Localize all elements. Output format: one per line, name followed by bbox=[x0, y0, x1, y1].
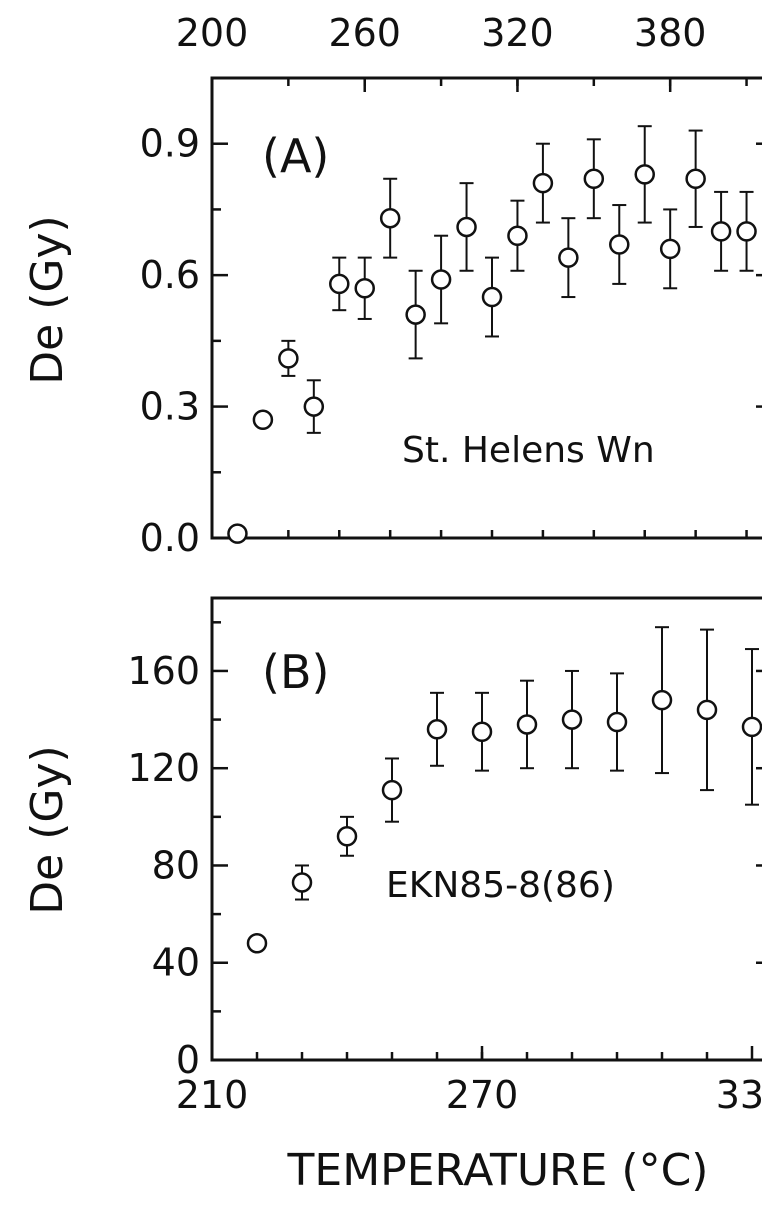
b-x-tick-label: 270 bbox=[446, 1073, 519, 1117]
a-data-point bbox=[405, 304, 426, 325]
a-y-tick-label: 0.9 bbox=[140, 122, 200, 166]
a-data-point bbox=[659, 238, 681, 260]
b-y-tick-label: 80 bbox=[152, 843, 200, 887]
panel-a-sample-label: St. Helens Wn bbox=[402, 430, 655, 471]
b-y-tick-label: 160 bbox=[127, 649, 200, 693]
b-data-point bbox=[291, 872, 313, 893]
a-data-point bbox=[278, 348, 299, 369]
a-data-point bbox=[507, 225, 528, 246]
x-axis-title: TEMPERATURE (°C) bbox=[287, 1145, 709, 1196]
a-data-point bbox=[303, 396, 325, 417]
a-data-point bbox=[329, 273, 350, 295]
b-data-point bbox=[741, 716, 762, 738]
panel-b-label: (B) bbox=[262, 645, 329, 699]
panel-b-frame bbox=[210, 596, 762, 1062]
a-data-point bbox=[583, 168, 605, 190]
a-data-point bbox=[736, 221, 757, 242]
a-data-point bbox=[456, 216, 477, 238]
a-top-tick-label: 320 bbox=[481, 11, 554, 55]
a-data-point bbox=[379, 207, 401, 229]
b-data-point bbox=[381, 779, 403, 801]
panel-b-sample-label: EKN85-8(86) bbox=[386, 865, 615, 906]
b-y-tick-label: 0 bbox=[176, 1038, 200, 1082]
a-top-tick-label: 260 bbox=[328, 11, 401, 55]
b-x-tick-label: 210 bbox=[176, 1073, 249, 1117]
b-data-point bbox=[606, 711, 628, 733]
b-y-tick-label: 120 bbox=[127, 746, 200, 790]
b-y-tick-label: 40 bbox=[152, 941, 200, 985]
a-data-point bbox=[532, 172, 554, 194]
b-data-point bbox=[471, 721, 493, 742]
a-data-point bbox=[227, 523, 248, 544]
a-data-point bbox=[252, 409, 274, 430]
b-data-point bbox=[696, 699, 718, 721]
b-data-point bbox=[246, 933, 268, 954]
a-top-tick-label: 200 bbox=[176, 11, 249, 55]
a-data-point bbox=[430, 269, 452, 290]
panel-a-label: (A) bbox=[262, 129, 329, 183]
a-y-tick-label: 0.0 bbox=[140, 516, 200, 560]
a-data-point bbox=[634, 164, 655, 185]
panel-a: 200 260 320 380 0.0 0.3 0.6 0.9 (A) St. Helens… bbox=[22, 11, 762, 560]
panel-b-y-axis-title: De (Gy) bbox=[22, 745, 73, 914]
panel-a-y-axis-title: De (Gy) bbox=[22, 215, 73, 384]
a-y-tick-label: 0.6 bbox=[140, 253, 200, 297]
b-x-tick-label: 330 bbox=[716, 1073, 762, 1117]
a-data-point bbox=[609, 234, 630, 255]
panel-b: 210 270 330 0 40 80 120 160 (B) EKN85-8(86) De… bbox=[22, 596, 762, 1196]
b-data-point bbox=[426, 719, 448, 740]
a-y-tick-label: 0.3 bbox=[140, 385, 200, 429]
b-data-point bbox=[516, 714, 538, 735]
a-data-point bbox=[558, 247, 579, 268]
b-data-point bbox=[561, 709, 583, 730]
b-data-point bbox=[651, 689, 673, 711]
a-top-tick-label: 380 bbox=[634, 11, 707, 55]
b-data-point bbox=[336, 826, 358, 847]
a-data-point bbox=[710, 221, 732, 242]
a-data-point bbox=[481, 286, 503, 308]
a-data-point bbox=[685, 168, 706, 190]
a-data-point bbox=[354, 278, 375, 299]
